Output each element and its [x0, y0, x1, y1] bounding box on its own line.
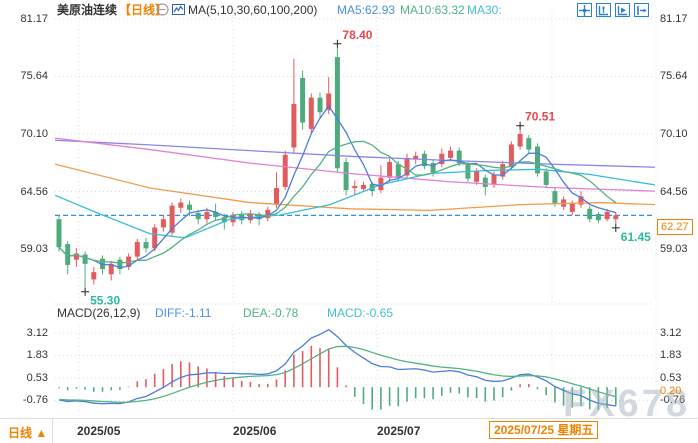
ma30-value: MA30: [467, 3, 502, 17]
price-marker-label: 78.40 [342, 28, 372, 42]
symbol-name: 美原油连续 [57, 3, 118, 17]
pan-right-icon[interactable] [634, 3, 649, 17]
macd-axis-label: 3.12 [26, 327, 48, 339]
price-marker-label: 70.51 [525, 110, 555, 124]
period-selector[interactable]: 日线 ▲ [8, 424, 47, 441]
macd-diff-value: DIFF:-1.11 [155, 306, 212, 320]
macd-title: MACD(26,12,9) [57, 306, 141, 320]
price-axis-label: 64.56 [20, 185, 48, 198]
price-axis-label: 70.10 [660, 128, 688, 140]
chart-toolbar [577, 3, 649, 17]
macd-dea-value: DEA:-0.78 [243, 306, 299, 320]
play-forward-icon[interactable] [615, 3, 630, 17]
macd-axis-label: -0.76 [660, 394, 686, 407]
macd-dea-line [58, 345, 616, 403]
time-axis-bar: 日线 ▲ 2025/05 2025/06 2025/07 2025/07/25 … [0, 418, 698, 443]
last-price-box: 62.27 [657, 219, 693, 235]
price-axis-label: 81.17 [660, 13, 688, 25]
month-label-july: 2025/07 [377, 424, 421, 438]
ma30-line [54, 168, 656, 239]
macd-axis-label: 1.83 [26, 349, 48, 362]
price-axis-label: 59.03 [20, 243, 48, 255]
footer-divider [52, 419, 53, 443]
up-triangle-icon: ▲ [35, 426, 48, 440]
macd-axis-label: 3.12 [660, 327, 682, 339]
chart-type-icon[interactable] [172, 3, 185, 19]
macd-current-value: 0.20 [660, 385, 682, 397]
macd-axis-label: 0.53 [660, 371, 682, 384]
crosshair-icon[interactable] [577, 3, 592, 17]
ma10-value: MA10:63.32 [400, 3, 465, 17]
price-axis-label: 75.64 [660, 70, 688, 83]
macd-diff-line [58, 328, 616, 407]
price-axis-label: 59.03 [660, 243, 688, 255]
current-date-box: 2025/07/25 星期五 [489, 421, 599, 439]
macd-axis-label: 0.53 [26, 371, 48, 384]
zoom-axis-icon[interactable] [596, 3, 611, 17]
period-selector-label: 日线 [8, 426, 33, 440]
price-axis-label: 81.17 [20, 13, 48, 25]
price-marker-label: 55.30 [90, 294, 120, 308]
month-label-may: 2025/05 [77, 424, 121, 438]
collapse-icon[interactable] [156, 3, 169, 19]
price-marker-label: 61.45 [621, 230, 651, 244]
ma60-line [54, 163, 656, 212]
month-label-june: 2025/06 [233, 424, 277, 438]
ma100-line [54, 137, 656, 192]
ma200-line [54, 139, 656, 168]
period-tag: 【日线】 [119, 3, 168, 17]
ma-settings-label: MA(5,10,30,60,100,200) [188, 3, 318, 17]
ma5-value: MA5:62.93 [337, 3, 396, 17]
macd-macd-value: MACD:-0.65 [327, 306, 394, 320]
price-axis-label: 75.64 [20, 70, 48, 83]
price-axis-label: 64.56 [660, 185, 688, 198]
macd-axis-label: 1.83 [660, 349, 682, 362]
macd-axis-label: -0.76 [22, 394, 48, 407]
price-axis-label: 70.10 [20, 128, 48, 140]
